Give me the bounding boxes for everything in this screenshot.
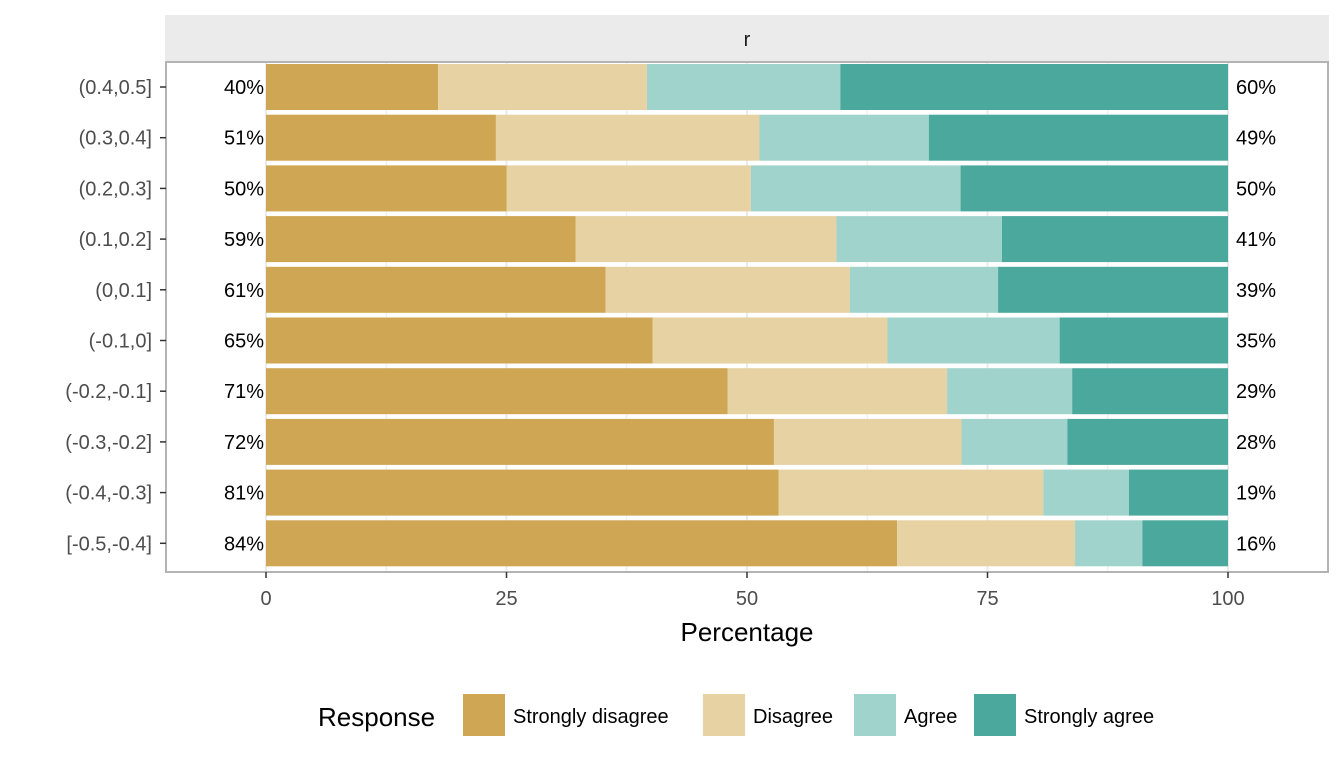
bar-segment [1067,418,1228,465]
y-tick-label: (-0.2,-0.1] [65,381,152,403]
percent-labels: 84% 16% 81% 19% 72% 28% 71% 29% 65% 35% 61% 39% 59% 4… [224,77,1276,555]
legend-label: Agree [904,706,957,728]
y-tick-label: (0.4,0.5] [79,77,152,99]
y-tick-label: (-0.1,0] [89,331,152,353]
legend-title: Response [318,702,435,732]
right-percent-label: 35% [1236,331,1276,353]
bar-segment [961,418,1068,465]
x-tick-label: 75 [976,588,998,610]
bar-segment [1072,368,1228,415]
legend-key [703,694,745,736]
left-percent-label: 72% [224,432,264,454]
bar-segment [652,317,888,364]
bar-segment [266,368,728,415]
right-percent-label: 41% [1236,229,1276,251]
facet-label: r [744,29,751,51]
x-tick-label: 25 [495,588,517,610]
bar-segment [750,165,961,212]
y-tick-label: [-0.5,-0.4] [66,533,152,555]
left-percent-label: 59% [224,229,264,251]
right-percent-label: 49% [1236,128,1276,150]
x-tick-label: 0 [260,588,271,610]
legend-label: Strongly agree [1024,706,1154,728]
left-percent-label: 61% [224,280,264,302]
bar-segment [928,114,1228,161]
left-percent-label: 65% [224,331,264,353]
right-percent-label: 50% [1236,178,1276,200]
bar-segment [778,469,1044,516]
legend-key [974,694,1016,736]
bar-segment [266,266,606,313]
right-percent-label: 28% [1236,432,1276,454]
legend-label: Disagree [753,706,833,728]
bar-segment [840,64,1228,110]
bar-segment [266,114,496,161]
x-axis: 0 25 50 75 100 [260,572,1245,610]
bar-segment [773,418,962,465]
right-percent-label: 39% [1236,280,1276,302]
left-percent-label: 50% [224,178,264,200]
right-percent-label: 29% [1236,381,1276,403]
bar-segment [266,317,653,364]
y-tick-label: (-0.4,-0.3] [65,483,152,505]
bar-segment [887,317,1060,364]
bar-segment [1075,520,1143,567]
bar-segment [1128,469,1228,516]
bar-segment [506,165,751,212]
bar-segment [1043,469,1129,516]
bar-segment [266,64,439,110]
bar-segment [266,216,576,263]
right-percent-label: 19% [1236,483,1276,505]
y-tick-label: (0.1,0.2] [79,229,152,251]
bar-segment [266,469,779,516]
bars [266,64,1228,567]
y-tick-label: (-0.3,-0.2] [65,432,152,454]
left-percent-label: 84% [224,533,264,555]
left-percent-label: 71% [224,381,264,403]
bar-segment [849,266,999,313]
y-tick-label: (0,0.1] [95,280,152,302]
bar-segment [438,64,647,110]
bar-segment [759,114,929,161]
y-axis: [-0.5,-0.4] (-0.4,-0.3] (-0.3,-0.2] (-0.2,-… [65,77,166,555]
bar-segment [495,114,760,161]
right-percent-label: 16% [1236,533,1276,555]
bar-segment [605,266,850,313]
bar-segment [266,418,774,465]
right-percent-label: 60% [1236,77,1276,99]
bar-segment [897,520,1076,567]
bar-segment [836,216,1002,263]
x-axis-title: Percentage [681,617,814,647]
bar-segment [266,165,507,212]
bar-segment [266,520,898,567]
bar-segment [998,266,1228,313]
legend-key [463,694,505,736]
y-tick-label: (0.2,0.3] [79,178,152,200]
bar-segment [1142,520,1228,567]
facet-strip [165,15,1329,61]
legend-key [854,694,896,736]
x-tick-label: 100 [1211,588,1244,610]
left-percent-label: 40% [224,77,264,99]
legend: Response Strongly disagree Disagree Agree S… [318,694,1154,736]
bar-segment [947,368,1073,415]
bar-segment [1001,216,1228,263]
bar-segment [575,216,837,263]
x-tick-label: 50 [736,588,758,610]
bar-segment [646,64,841,110]
y-tick-label: (0.3,0.4] [79,128,152,150]
left-percent-label: 51% [224,128,264,150]
bar-segment [960,165,1228,212]
legend-label: Strongly disagree [513,706,669,728]
left-percent-label: 81% [224,483,264,505]
bar-segment [727,368,948,415]
bar-segment [1059,317,1228,364]
